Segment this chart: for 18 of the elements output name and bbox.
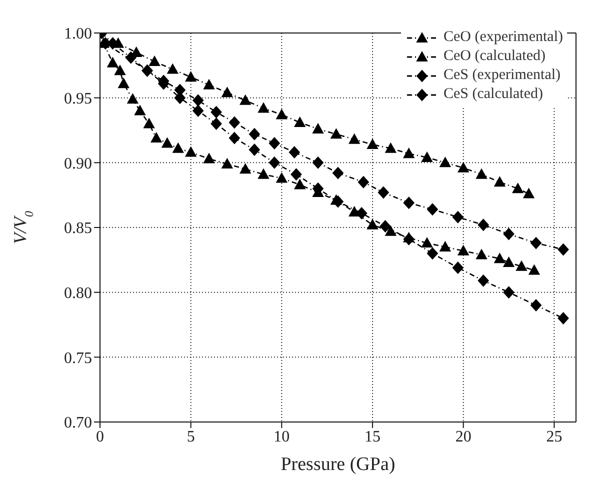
- y-tick-label: 0.90: [64, 155, 92, 172]
- y-tick-label: 0.80: [64, 285, 92, 302]
- legend-label: CeO (experimental): [443, 29, 563, 46]
- x-tick-label: 5: [186, 428, 195, 446]
- y-tick-label: 0.75: [64, 350, 92, 367]
- x-tick-label: 20: [455, 428, 472, 446]
- legend-label: CeS (calculated): [443, 86, 544, 103]
- y-tick-label: 0.85: [64, 220, 92, 238]
- y-tick-label: 0.95: [64, 90, 92, 108]
- x-tick-label: 10: [274, 428, 290, 446]
- y-tick-label: 0.70: [64, 414, 92, 432]
- x-tick-label: 0: [96, 428, 104, 446]
- x-tick-label: 15: [364, 428, 381, 446]
- x-tick-label: 25: [546, 428, 562, 446]
- legend-label: CeO (calculated): [443, 48, 546, 65]
- legend-label: CeS (experimental): [443, 67, 561, 84]
- x-axis-title: Pressure (GPa): [280, 454, 396, 475]
- y-tick-label: 1.00: [64, 26, 92, 43]
